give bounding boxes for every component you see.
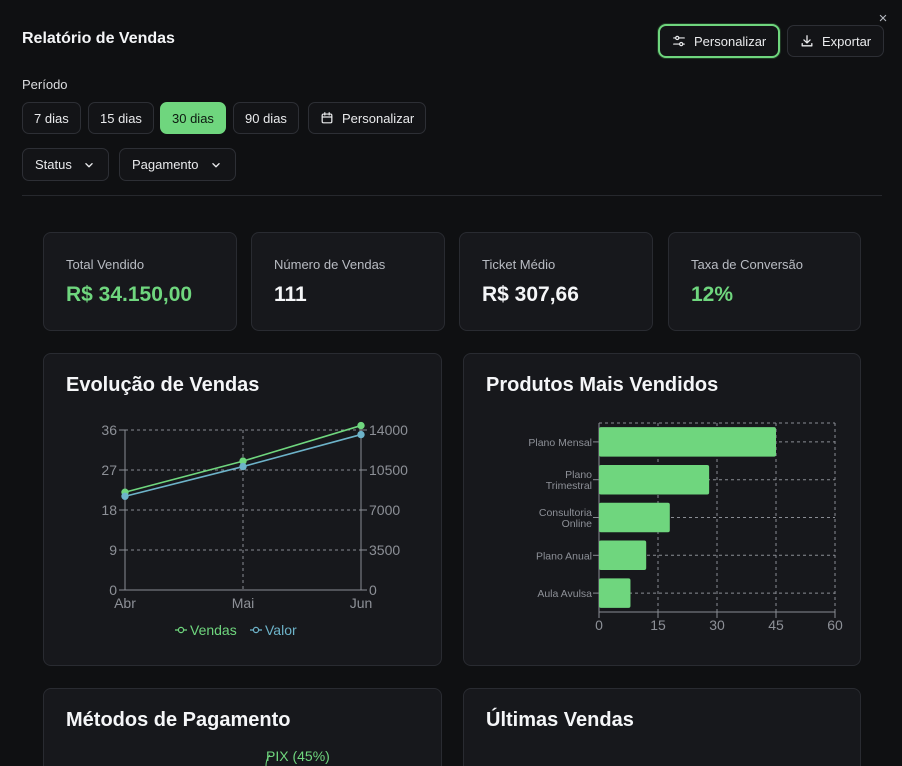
y-left-tick-label: 18	[101, 502, 117, 518]
stat-label: Taxa de Conversão	[691, 257, 804, 272]
legend-swatch-dot	[252, 626, 260, 634]
payment-methods-card: Métodos de Pagamento PIX (45%)	[43, 688, 442, 766]
y-right-tick-label: 0	[369, 582, 377, 598]
x-tick-label: Mai	[232, 595, 255, 611]
sales-evolution-chart: 0 9 18 27 36 0 3500 7000 10500 14000 Abr Mai Jun Vend…	[101, 421, 408, 638]
export-button-label: Exportar	[822, 33, 872, 49]
latest-sales-card: Últimas Vendas	[463, 688, 861, 766]
custom-period-button[interactable]: Personalizar	[308, 102, 427, 134]
stat-card-total-sold: Total Vendido R$ 34.150,00	[43, 232, 237, 331]
period-chip-30-days[interactable]: 30 dias	[160, 102, 226, 134]
close-icon[interactable]: ×	[878, 10, 888, 27]
stat-card-sales-count: Número de Vendas 111	[251, 232, 445, 331]
modal-title: Relatório de Vendas	[22, 30, 175, 47]
y-right-tick-label: 10500	[369, 462, 408, 478]
legend-label: Valor	[265, 622, 297, 638]
x-tick-label: Abr	[114, 595, 136, 611]
x-tick-label: 45	[768, 617, 784, 633]
bar	[599, 578, 631, 608]
payment-methods-pie: PIX (45%)	[265, 748, 330, 766]
bar	[599, 427, 776, 457]
legend-swatch-dot	[177, 626, 185, 634]
payment-select[interactable]: Pagamento	[119, 148, 236, 181]
bar	[599, 464, 710, 495]
period-label: Período	[22, 77, 68, 92]
data-point-valor	[121, 492, 129, 500]
category-label: Aula Avulsa	[537, 588, 592, 600]
status-select[interactable]: Status	[22, 148, 109, 181]
customize-button-label: Personalizar	[694, 33, 767, 49]
latest-sales-title: Últimas Vendas	[486, 709, 634, 731]
x-tick-label: 30	[709, 617, 725, 633]
stat-value: 111	[274, 283, 307, 306]
y-left-tick-label: 0	[109, 582, 117, 598]
stat-label: Número de Vendas	[274, 257, 386, 272]
bar	[599, 540, 647, 571]
status-select-label: Status	[35, 157, 72, 172]
period-chip-7-days[interactable]: 7 dias	[22, 102, 81, 134]
data-point-valor	[357, 430, 365, 439]
stat-card-average-ticket: Ticket Médio R$ 307,66	[459, 232, 653, 331]
category-label: Plano Mensal	[528, 437, 592, 449]
sliders-icon	[673, 35, 685, 47]
category-label: Trimestral	[546, 480, 592, 492]
payment-select-label: Pagamento	[132, 157, 199, 172]
customize-button[interactable]: Personalizar	[658, 24, 781, 58]
download-icon	[801, 35, 813, 47]
bar	[599, 502, 670, 533]
y-left-tick-label: 9	[109, 542, 117, 558]
filters-divider	[22, 195, 882, 196]
stat-card-conversion-rate: Taxa de Conversão 12%	[668, 232, 861, 331]
legend-item-valor: Valor	[250, 622, 297, 638]
export-button[interactable]: Exportar	[787, 25, 885, 57]
category-label: Online	[562, 518, 593, 530]
pie-label-connector	[265, 754, 271, 766]
top-products-card: Produtos Mais Vendidos 0 15 30 45 60 Plano Me…	[463, 353, 861, 666]
x-tick-label: 15	[650, 617, 666, 633]
data-point-valor	[239, 462, 247, 471]
stat-label: Total Vendido	[66, 257, 145, 272]
payment-methods-title: Métodos de Pagamento	[66, 709, 291, 731]
category-label: Plano	[565, 469, 592, 481]
y-right-tick-label: 14000	[369, 422, 408, 438]
chevron-down-icon	[85, 162, 93, 167]
y-right-tick-label: 7000	[369, 502, 400, 518]
y-left-tick-label: 36	[101, 422, 117, 438]
stat-label: Ticket Médio	[482, 257, 556, 272]
pie-label-pix: PIX (45%)	[266, 748, 330, 764]
data-point-vendas	[357, 421, 365, 430]
x-tick-label: Jun	[350, 595, 373, 611]
period-chip-90-days[interactable]: 90 dias	[233, 102, 299, 134]
x-tick-label: 60	[827, 617, 843, 633]
category-label: Consultoria	[539, 507, 592, 519]
y-right-tick-label: 3500	[369, 542, 400, 558]
stat-value: R$ 34.150,00	[66, 283, 193, 306]
legend-item-vendas: Vendas	[175, 622, 237, 638]
stat-value: 12%	[691, 283, 734, 306]
y-left-tick-label: 27	[101, 462, 117, 478]
period-chip-15-days[interactable]: 15 dias	[88, 102, 154, 134]
sales-evolution-card: Evolução de Vendas 0 9 18 27 36 0 3500 7000 1050…	[43, 353, 442, 666]
calendar-icon	[321, 112, 333, 124]
stat-value: R$ 307,66	[482, 283, 579, 306]
sales-evolution-title: Evolução de Vendas	[66, 374, 260, 396]
category-label: Plano Anual	[536, 550, 592, 562]
legend-label: Vendas	[190, 622, 237, 638]
custom-period-label: Personalizar	[342, 110, 415, 126]
chevron-down-icon	[211, 162, 220, 167]
top-products-title: Produtos Mais Vendidos	[486, 374, 719, 396]
x-tick-label: 0	[595, 617, 603, 633]
